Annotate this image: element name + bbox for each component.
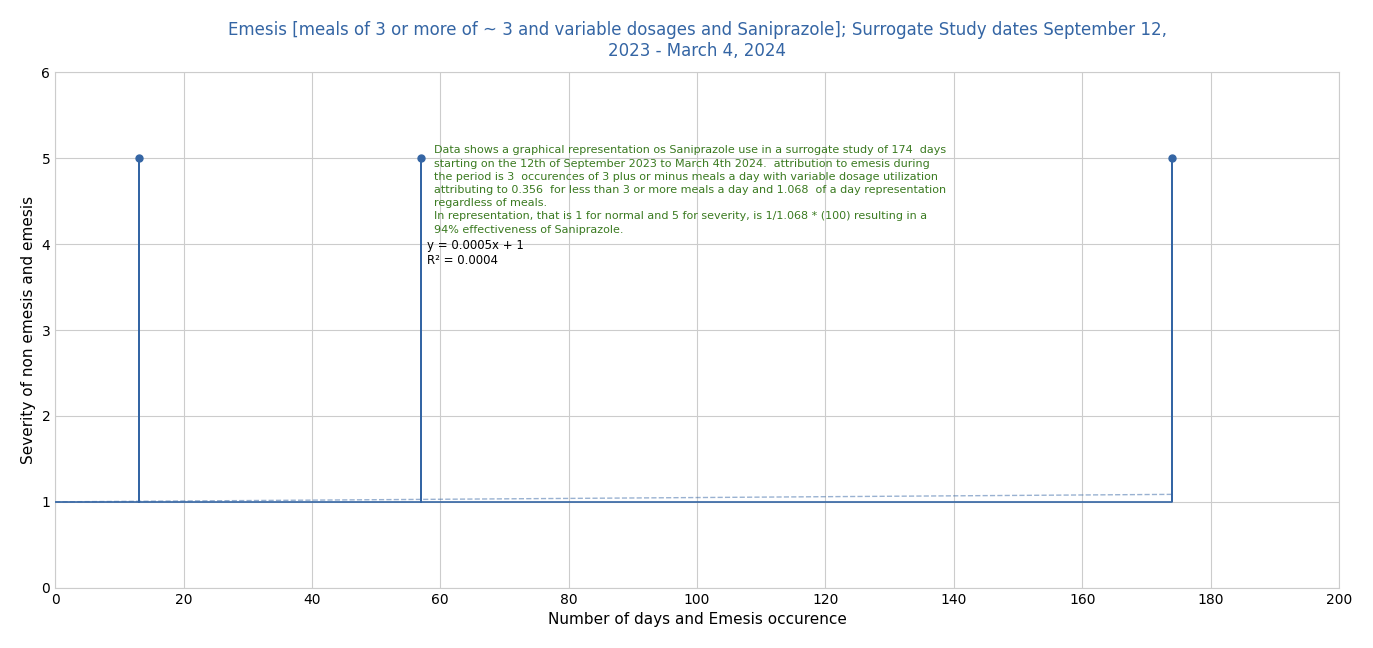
Text: Data shows a graphical representation os Saniprazole use in a surrogate study of: Data shows a graphical representation os…: [434, 145, 946, 235]
Text: y = 0.0005x + 1
R² = 0.0004: y = 0.0005x + 1 R² = 0.0004: [427, 238, 524, 267]
Title: Emesis [meals of 3 or more of ~ 3 and variable dosages and Saniprazole]; Surroga: Emesis [meals of 3 or more of ~ 3 and va…: [228, 21, 1167, 60]
Y-axis label: Severity of non emesis and emesis: Severity of non emesis and emesis: [21, 196, 36, 464]
X-axis label: Number of days and Emesis occurence: Number of days and Emesis occurence: [548, 612, 847, 627]
